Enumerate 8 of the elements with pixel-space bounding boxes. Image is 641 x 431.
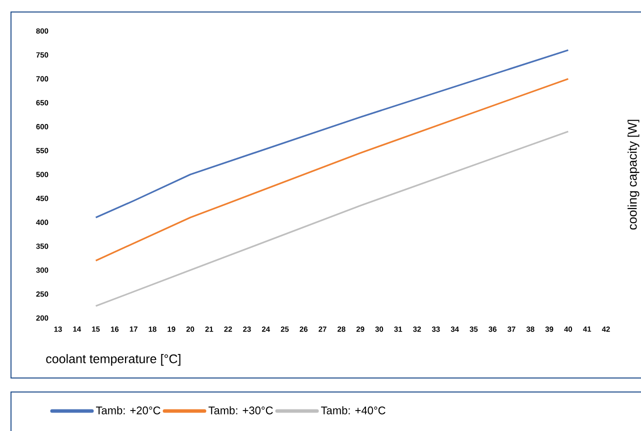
- legend-label: Tamb: +40°C: [321, 406, 386, 414]
- legend-label: Tamb: +30°C: [208, 406, 273, 414]
- line-series: [95, 49, 569, 218]
- x-axis-title: coolant temperature [°C]: [46, 354, 180, 366]
- y-axis-title: cooling capacity [W]: [628, 120, 640, 230]
- line-series: [95, 130, 569, 307]
- legend-label: Tamb: +20°C: [96, 406, 160, 414]
- line-series: [95, 78, 569, 262]
